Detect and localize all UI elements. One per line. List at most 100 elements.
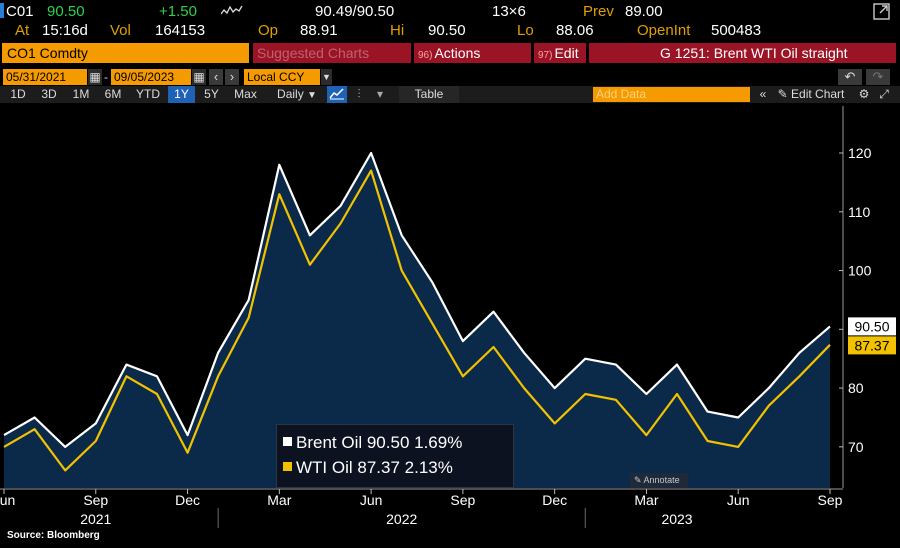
range-5y[interactable]: 5Y: [204, 87, 219, 101]
frequency-dropdown[interactable]: Daily ▼: [267, 86, 327, 103]
chart-title: G 1251: Brent WTI Oil straight: [589, 43, 896, 63]
prev-value: 89.00: [625, 3, 663, 20]
year-label: 2021: [80, 511, 111, 527]
annotate-button[interactable]: ✎ Annotate: [630, 473, 688, 488]
actions-number: 96): [418, 50, 433, 61]
range-bar: 1D 3D 1M 6M YTD 1Y 5Y Max Daily ▼ ⫶ ▾ Ta…: [0, 86, 900, 103]
sparkline-icon: [220, 4, 243, 23]
date-separator: -: [104, 70, 108, 84]
x-tick-label: Sep: [818, 492, 843, 508]
edit-number: 97): [538, 50, 553, 61]
wti-last-value-box: [848, 336, 896, 355]
brent-line: [3, 151, 831, 448]
price-chart[interactable]: 70809010011012090.5087.37JunSepDecMarJun…: [0, 104, 900, 548]
popout-icon[interactable]: [872, 2, 892, 26]
frequency-label: Daily: [277, 87, 304, 101]
source-note: Source: Bloomberg: [7, 530, 100, 541]
quote-time: 15:16d: [42, 22, 88, 39]
pencil-icon: ✎: [777, 87, 788, 101]
year-label: 2023: [661, 511, 692, 527]
end-date-field[interactable]: 09/05/2023: [111, 69, 191, 85]
legend-brent-text: Brent Oil 90.50 1.69%: [296, 433, 463, 452]
high-value: 90.50: [428, 22, 466, 39]
x-tick-label: Jun: [0, 492, 15, 508]
range-6m[interactable]: 6M: [104, 87, 122, 101]
wti-swatch: [283, 462, 292, 471]
undo-icon[interactable]: ↶: [838, 69, 862, 85]
x-tick-label: Dec: [175, 492, 200, 508]
chart-type-dropdown-icon[interactable]: ▾: [376, 87, 384, 101]
y-tick-label: 80: [848, 380, 864, 396]
at-label: At: [15, 22, 30, 39]
prev-label: Prev: [583, 3, 614, 20]
suggested-charts-button[interactable]: Suggested Charts: [253, 43, 411, 63]
date-range-bar: 05/31/2021 ▦ - 09/05/2023 ▦ ‹ › Local CC…: [0, 69, 900, 85]
x-tick-label: Jun: [727, 492, 750, 508]
brent-last-value-label: 90.50: [854, 318, 889, 334]
range-1y[interactable]: 1Y: [168, 86, 195, 103]
redo-icon[interactable]: ↷: [866, 69, 890, 85]
legend-item-wti: WTI Oil 87.37 2.13%: [283, 458, 453, 478]
high-label: Hi: [390, 22, 405, 39]
calendar-icon[interactable]: ▦: [192, 69, 206, 85]
chevron-down-icon: ▼: [307, 90, 317, 101]
edit-chart-label: Edit Chart: [791, 87, 845, 101]
wti-line: [3, 169, 831, 472]
edit-menu[interactable]: 97) Edit: [534, 43, 586, 63]
edit-chart-button[interactable]: ✎ Edit Chart: [772, 86, 850, 103]
openint-value: 500483: [711, 22, 762, 39]
range-1m[interactable]: 1M: [72, 87, 90, 101]
range-max[interactable]: Max: [234, 87, 257, 101]
legend-item-brent: Brent Oil 90.50 1.69%: [283, 433, 462, 453]
vol-label: Vol: [110, 22, 131, 39]
y-tick-label: 120: [848, 145, 872, 161]
add-data-field[interactable]: Add Data: [593, 87, 750, 102]
bid-ask-size: 13×6: [492, 3, 526, 20]
net-change: +1.50: [159, 3, 197, 20]
open-label: Op: [258, 22, 279, 39]
ticker[interactable]: C01: [0, 2, 34, 21]
line-chart-icon[interactable]: [327, 86, 347, 103]
last-price: 90.50: [47, 3, 85, 20]
actions-menu[interactable]: 96) Actions: [414, 43, 531, 63]
quote-row-2: At 15:16d Vol 164153 Op 88.91 Hi 90.50 L…: [0, 21, 900, 40]
function-bar: CO1 Comdty Suggested Charts 96) Actions 9…: [0, 43, 900, 63]
pencil-icon: ✎: [634, 475, 644, 485]
settings-icon[interactable]: ⚙: [858, 87, 870, 101]
collapse-icon[interactable]: «: [759, 87, 767, 101]
y-tick-label: 100: [848, 263, 872, 279]
x-tick-label: Mar: [267, 492, 291, 508]
range-3d[interactable]: 3D: [41, 87, 57, 101]
legend-wti-text: WTI Oil 87.37 2.13%: [296, 458, 453, 477]
prev-period-arrow-icon[interactable]: ‹: [209, 69, 223, 85]
currency-field[interactable]: Local CCY: [244, 69, 320, 85]
selection-marker: [0, 3, 4, 18]
quote-row-1: C01 90.50 +1.50 90.49/90.50 13×6 Prev 89…: [0, 2, 900, 21]
expand-icon[interactable]: ⤢: [879, 87, 889, 101]
range-1d[interactable]: 1D: [10, 87, 26, 101]
chart-legend: Brent Oil 90.50 1.69% WTI Oil 87.37 2.13…: [276, 424, 514, 488]
chevron-down-icon[interactable]: ▼: [321, 69, 332, 85]
calendar-icon[interactable]: ▦: [88, 69, 102, 85]
annotate-label: Annotate: [643, 475, 680, 485]
y-tick-label: 70: [848, 439, 864, 455]
x-tick-label: Mar: [634, 492, 658, 508]
next-period-arrow-icon[interactable]: ›: [225, 69, 239, 85]
open-value: 88.91: [300, 22, 338, 39]
brent-area: [4, 153, 830, 488]
low-value: 88.06: [556, 22, 594, 39]
start-date-field[interactable]: 05/31/2021: [3, 69, 87, 85]
bar-chart-icon[interactable]: ⫶: [357, 87, 361, 101]
table-button[interactable]: Table: [399, 86, 459, 103]
x-tick-label: Dec: [542, 492, 567, 508]
openint-label: OpenInt: [637, 22, 691, 39]
vol-value: 164153: [155, 22, 206, 39]
edit-label: Edit: [554, 45, 579, 61]
actions-label: Actions: [434, 45, 481, 61]
x-tick-label: Sep: [83, 492, 108, 508]
year-label: 2022: [386, 511, 417, 527]
low-label: Lo: [517, 22, 534, 39]
wti-last-value-label: 87.37: [854, 337, 889, 353]
security-field[interactable]: CO1 Comdty: [2, 43, 249, 63]
range-ytd[interactable]: YTD: [136, 87, 160, 101]
